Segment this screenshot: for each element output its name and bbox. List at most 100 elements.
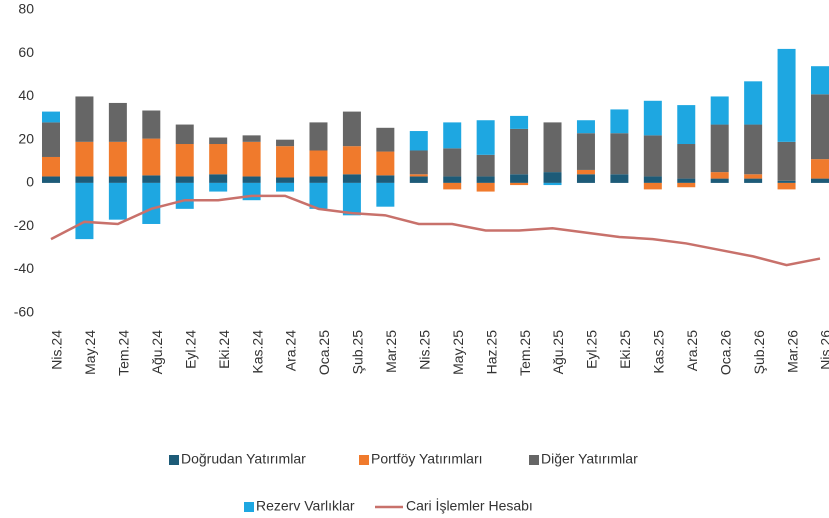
bar xyxy=(443,122,462,149)
y-tick-label: -40 xyxy=(14,260,34,276)
bar xyxy=(209,137,228,145)
bar xyxy=(744,124,763,175)
bar xyxy=(75,96,94,142)
bar xyxy=(142,182,161,224)
bar xyxy=(777,48,796,142)
x-tick-label: Ara.24 xyxy=(283,330,299,371)
bar xyxy=(175,124,194,145)
bar xyxy=(42,156,60,177)
bar xyxy=(242,176,261,183)
x-tick-label: Haz.25 xyxy=(483,330,499,375)
bar xyxy=(576,120,595,134)
legend-label: Diğer Yatırımlar xyxy=(541,451,638,467)
bar xyxy=(710,178,729,183)
bar xyxy=(409,176,428,183)
x-tick-label: Kas.24 xyxy=(249,330,265,374)
bar xyxy=(811,178,829,183)
bar xyxy=(777,182,796,190)
bar xyxy=(376,175,395,183)
bar xyxy=(643,182,662,190)
bar xyxy=(42,111,60,123)
x-tick-label: Tem.24 xyxy=(116,330,132,376)
bar xyxy=(576,169,595,175)
bar xyxy=(710,172,729,179)
bar xyxy=(543,182,562,186)
legend-label: Cari İşlemler Hesabı xyxy=(406,497,533,514)
bar xyxy=(677,182,696,188)
x-tick-label: Şub.26 xyxy=(751,330,767,375)
bar xyxy=(476,176,495,183)
bar xyxy=(209,144,228,175)
bar xyxy=(108,141,127,177)
bar xyxy=(610,174,629,183)
bar xyxy=(342,111,361,147)
bar xyxy=(409,131,428,151)
legend-swatch xyxy=(529,455,539,465)
x-tick-label: Ağu.24 xyxy=(149,330,165,375)
bar xyxy=(576,133,595,170)
bar xyxy=(443,182,462,190)
bar xyxy=(710,124,729,173)
y-tick-label: 0 xyxy=(26,174,34,190)
line-series xyxy=(50,194,821,267)
x-tick-label: Ara.25 xyxy=(684,330,700,371)
bar xyxy=(376,151,395,176)
legend-label: Portföy Yatırımları xyxy=(371,451,483,467)
legend-label: Doğrudan Yatırımlar xyxy=(181,451,306,467)
x-tick-label: Nis.25 xyxy=(416,330,432,370)
y-tick-label: -20 xyxy=(14,217,34,233)
bar xyxy=(677,178,696,183)
bar xyxy=(209,182,228,192)
x-tick-label: May.25 xyxy=(450,330,466,375)
bar xyxy=(610,133,629,175)
bar xyxy=(175,144,194,177)
bar xyxy=(142,138,161,176)
x-tick-label: Nis.24 xyxy=(49,330,65,370)
bar xyxy=(510,115,529,129)
bar xyxy=(108,176,127,183)
bar xyxy=(108,102,127,142)
bar xyxy=(175,176,194,183)
x-tick-label: Eki.25 xyxy=(617,330,633,369)
bar xyxy=(309,176,328,183)
bar xyxy=(643,176,662,183)
bar xyxy=(342,174,361,183)
bar xyxy=(543,172,562,183)
bar xyxy=(610,109,629,134)
bar xyxy=(376,182,395,207)
y-tick-label: -60 xyxy=(14,303,34,319)
bar xyxy=(543,122,562,173)
bar xyxy=(677,105,696,145)
bar xyxy=(75,182,94,240)
bar xyxy=(811,66,829,95)
bar xyxy=(443,148,462,177)
bar xyxy=(409,150,428,175)
bar xyxy=(510,182,529,186)
bar xyxy=(175,182,194,209)
bar xyxy=(643,100,662,136)
bar xyxy=(777,141,796,181)
x-tick-label: Eyl.24 xyxy=(182,330,198,369)
bar xyxy=(342,182,361,216)
bar xyxy=(476,182,495,192)
bar xyxy=(643,135,662,177)
legend-swatch xyxy=(244,502,254,512)
bar xyxy=(510,174,529,183)
bar xyxy=(276,146,295,178)
y-tick-label: 80 xyxy=(18,1,34,17)
bar xyxy=(677,144,696,179)
bar xyxy=(276,182,295,192)
bar xyxy=(342,146,361,175)
bar xyxy=(710,96,729,125)
bar xyxy=(142,110,161,139)
x-tick-label: Eki.24 xyxy=(216,330,232,369)
x-tick-label: Şub.25 xyxy=(350,330,366,375)
x-tick-label: Nis.26 xyxy=(818,330,829,370)
bar xyxy=(409,174,428,177)
bar xyxy=(376,127,395,152)
bar xyxy=(744,174,763,179)
x-tick-label: Eyl.25 xyxy=(584,330,600,369)
bar xyxy=(309,150,328,177)
bar xyxy=(476,154,495,177)
